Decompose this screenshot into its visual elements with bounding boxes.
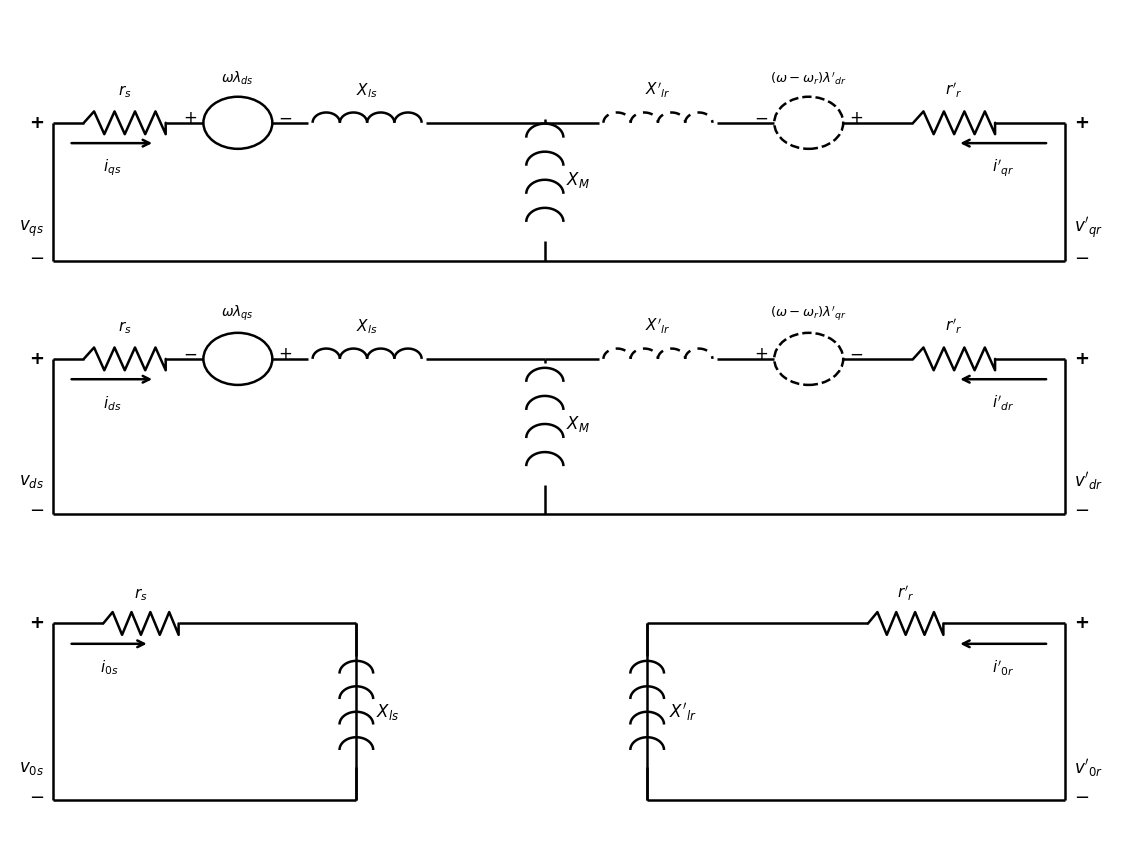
- Text: $-$: $-$: [1074, 787, 1088, 805]
- Text: $v'_{qr}$: $v'_{qr}$: [1074, 216, 1103, 241]
- Text: $i'_{0r}$: $i'_{0r}$: [992, 658, 1014, 678]
- Text: $-$: $-$: [29, 787, 44, 805]
- Text: $-$: $-$: [278, 109, 293, 127]
- Text: +: +: [1074, 615, 1088, 633]
- Text: $X_{ls}$: $X_{ls}$: [357, 81, 378, 100]
- Text: $r'_r$: $r'_r$: [946, 317, 963, 336]
- Text: $i'_{qr}$: $i'_{qr}$: [992, 158, 1014, 179]
- Text: $+$: $+$: [754, 345, 769, 363]
- Text: $r'_r$: $r'_r$: [896, 583, 914, 603]
- Text: $i_{qs}$: $i_{qs}$: [103, 158, 121, 178]
- Text: $r_s$: $r_s$: [118, 320, 131, 336]
- Text: $\omega\lambda_{ds}$: $\omega\lambda_{ds}$: [221, 70, 255, 87]
- Text: $r_s$: $r_s$: [118, 83, 131, 100]
- Text: $\omega\lambda_{qs}$: $\omega\lambda_{qs}$: [221, 304, 255, 323]
- Text: $-$: $-$: [29, 500, 44, 518]
- Text: $X_M$: $X_M$: [567, 170, 590, 190]
- Text: $i_{ds}$: $i_{ds}$: [103, 393, 121, 413]
- Text: $+$: $+$: [278, 345, 293, 363]
- Text: $-$: $-$: [849, 345, 863, 363]
- Text: $X'_{lr}$: $X'_{lr}$: [669, 700, 697, 722]
- Text: $X_{ls}$: $X_{ls}$: [357, 317, 378, 336]
- Text: $-$: $-$: [1074, 248, 1088, 266]
- Text: +: +: [29, 615, 44, 633]
- Text: $v_{0s}$: $v_{0s}$: [19, 759, 44, 777]
- Text: $i'{_{dr}}$: $i'{_{dr}}$: [992, 393, 1014, 413]
- Text: $r'_r$: $r'_r$: [946, 81, 963, 100]
- Text: $X'_{lr}$: $X'_{lr}$: [645, 81, 671, 100]
- Text: $-$: $-$: [183, 345, 197, 363]
- Text: $X'_{lr}$: $X'_{lr}$: [645, 317, 671, 336]
- Text: $-$: $-$: [1074, 500, 1088, 518]
- Text: +: +: [1074, 350, 1088, 368]
- Text: $-$: $-$: [29, 248, 44, 266]
- Text: $v_{qs}$: $v_{qs}$: [19, 219, 44, 239]
- Text: $(\omega-\omega_r)\lambda'_{dr}$: $(\omega-\omega_r)\lambda'_{dr}$: [770, 70, 847, 87]
- Text: $v'_{dr}$: $v'_{dr}$: [1074, 470, 1103, 492]
- Text: $i'_{dr}$: $i'_{dr}$: [992, 393, 1014, 413]
- Text: $i_{{ds}}$: $i_{{ds}}$: [103, 393, 121, 413]
- Text: $i_{{qs}}$: $i_{{qs}}$: [103, 158, 121, 178]
- Text: $v'_{0r}$: $v'_{0r}$: [1074, 756, 1103, 778]
- Text: $X_{ls}$: $X_{ls}$: [376, 702, 399, 722]
- Text: +: +: [29, 350, 44, 368]
- Text: $(\omega-\omega_r)\lambda'_{qr}$: $(\omega-\omega_r)\lambda'_{qr}$: [770, 304, 847, 323]
- Text: +: +: [29, 114, 44, 131]
- Text: +: +: [1074, 114, 1088, 131]
- Text: $+$: $+$: [183, 109, 197, 127]
- Text: $r_s$: $r_s$: [135, 587, 148, 603]
- Text: $-$: $-$: [754, 109, 769, 127]
- Text: $+$: $+$: [849, 109, 863, 127]
- Text: $i'{_{qr}}$: $i'{_{qr}}$: [992, 158, 1014, 179]
- Text: $i_{0s}$: $i_{0s}$: [100, 658, 118, 678]
- Text: $X_M$: $X_M$: [567, 414, 590, 434]
- Text: $v_{ds}$: $v_{ds}$: [19, 472, 44, 490]
